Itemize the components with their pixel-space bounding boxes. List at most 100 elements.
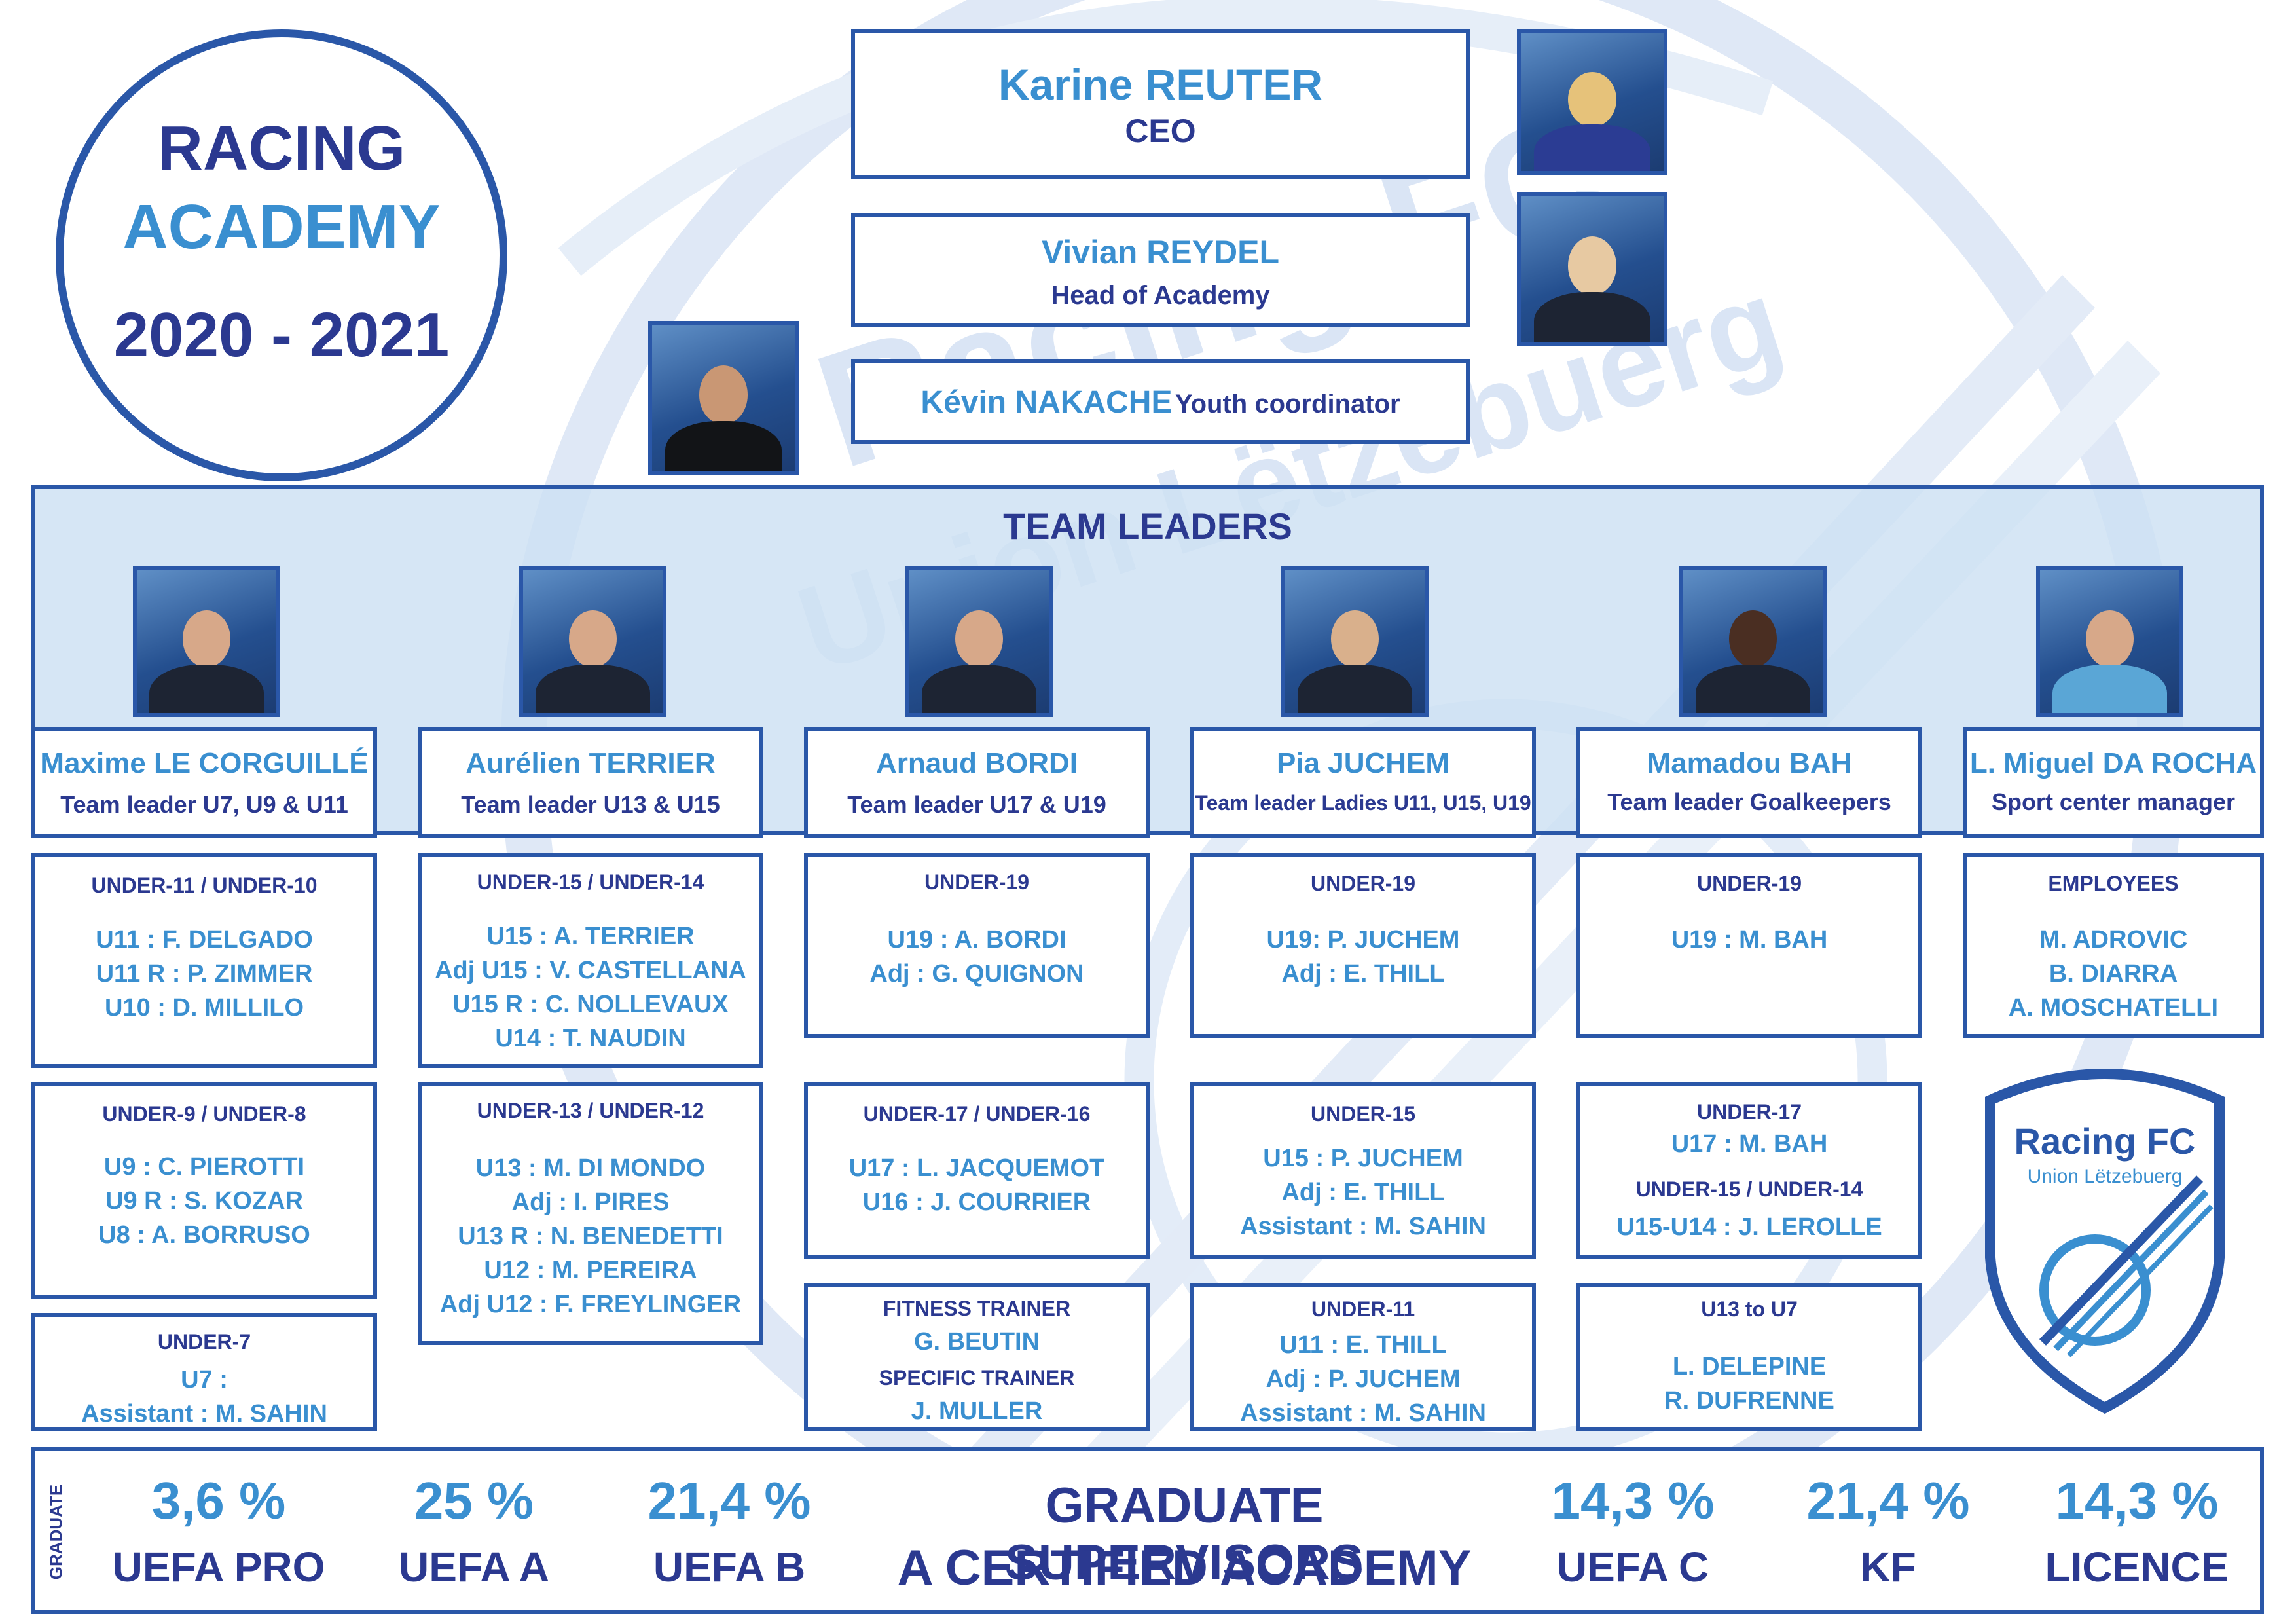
team-lines: L. DELEPINE R. DUFRENNE <box>1580 1350 1918 1418</box>
team-box-u13-u7-gk: U13 to U7 L. DELEPINE R. DUFRENNE <box>1576 1283 1922 1431</box>
team-lines: U13 : M. DI MONDO Adj : I. PIRES U13 R :… <box>422 1151 759 1321</box>
leader-photo-4 <box>1281 566 1429 717</box>
u15-u14-line: U15-U14 : J. LEROLLE <box>1616 1213 1882 1241</box>
head-of-academy-box: Vivian REYDEL Head of Academy <box>851 213 1470 327</box>
team-box-u19-bordi: UNDER-19 U19 : A. BORDI Adj : G. QUIGNON <box>804 853 1150 1038</box>
team-line: U7 : <box>181 1366 228 1393</box>
leader-box-4: Pia JUCHEM Team leader Ladies U11, U15, … <box>1190 727 1536 838</box>
team-lines: U19 : M. BAH <box>1580 923 1918 957</box>
team-box-u19-juchem: UNDER-19 U19: P. JUCHEM Adj : E. THILL <box>1190 853 1536 1038</box>
leader-box-3: Arnaud BORDI Team leader U17 & U19 <box>804 727 1150 838</box>
stat-pct: 14,3 % <box>1551 1471 1715 1530</box>
team-lines: U15 : P. JUCHEM Adj : E. THILL Assistant… <box>1194 1141 1532 1244</box>
logo-union: Union Lëtzebuerg <box>2027 1166 2183 1187</box>
leader-box-1: Maxime LE CORGUILLÉ Team leader U7, U9 &… <box>31 727 377 838</box>
team-line: U14 : T. NAUDIN <box>495 1025 686 1052</box>
coordinator-role: Youth coordinator <box>1175 390 1400 418</box>
team-title: UNDER-9 / UNDER-8 <box>102 1102 306 1126</box>
team-title: UNDER-19 <box>924 870 1030 894</box>
team-title: EMPLOYEES <box>2048 872 2179 895</box>
u17-title: UNDER-17 <box>1696 1100 1802 1124</box>
leader-photo-5 <box>1679 566 1827 717</box>
specific-trainer-name: J. MULLER <box>911 1397 1043 1425</box>
team-line: U19 : M. BAH <box>1671 926 1828 953</box>
team-line: Adj : P. JUCHEM <box>1266 1365 1461 1393</box>
team-title: UNDER-17 / UNDER-16 <box>863 1102 1091 1126</box>
u17-line: U17 : M. BAH <box>1671 1130 1828 1158</box>
ceo-photo <box>1517 29 1667 175</box>
team-line: U15 R : C. NOLLEVAUX <box>452 991 729 1018</box>
leader-name: Mamadou BAH <box>1647 747 1852 779</box>
team-box-u7: UNDER-7 U7 : Assistant : M. SAHIN <box>31 1313 377 1431</box>
team-line: U15 : A. TERRIER <box>486 923 695 950</box>
specific-trainer-title: SPECIFIC TRAINER <box>879 1366 1075 1390</box>
fitness-trainer-name: G. BEUTIN <box>913 1328 1040 1356</box>
team-lines: U19: P. JUCHEM Adj : E. THILL <box>1194 923 1532 991</box>
head-name: Vivian REYDEL <box>1041 234 1280 270</box>
team-box-u13-u12: UNDER-13 / UNDER-12 U13 : M. DI MONDO Ad… <box>418 1082 763 1345</box>
team-line: U19 : A. BORDI <box>887 926 1066 953</box>
stat-pct: 14,3 % <box>2055 1471 2219 1530</box>
leader-name: Arnaud BORDI <box>876 747 1078 779</box>
team-box-u15-u14: UNDER-15 / UNDER-14 U15 : A. TERRIER Adj… <box>418 853 763 1068</box>
head-photo <box>1517 192 1667 346</box>
team-line: Assistant : M. SAHIN <box>1240 1213 1486 1240</box>
team-title: UNDER-11 <box>1311 1297 1415 1321</box>
team-box-trainers: FITNESS TRAINER G. BEUTIN SPECIFIC TRAIN… <box>804 1283 1150 1431</box>
team-line: U13 : M. DI MONDO <box>475 1154 706 1182</box>
stat-pct: 3,6 % <box>151 1471 286 1530</box>
stat-label: KF <box>1860 1543 1916 1591</box>
team-lines: U11 : E. THILL Adj : P. JUCHEM Assistant… <box>1194 1328 1532 1430</box>
title-academy: ACADEMY <box>122 192 441 262</box>
team-title: UNDER-19 <box>1696 872 1802 895</box>
team-line: U10 : D. MILLILO <box>105 994 304 1022</box>
team-line: U17 : L. JACQUEMOT <box>848 1154 1105 1182</box>
team-lines: U19 : A. BORDI Adj : G. QUIGNON <box>808 923 1146 991</box>
stat-pct: 21,4 % <box>647 1471 811 1530</box>
stat-label: UEFA PRO <box>112 1543 325 1591</box>
team-line: Adj : G. QUIGNON <box>869 960 1084 987</box>
team-title: UNDER-19 <box>1310 872 1416 895</box>
leader-photo-3 <box>905 566 1053 717</box>
team-lines: U15 : A. TERRIER Adj U15 : V. CASTELLANA… <box>422 919 759 1056</box>
title-season: 2020 - 2021 <box>113 300 450 370</box>
coordinator-line: Kévin NAKACHE Youth coordinator <box>855 384 1466 420</box>
leader-box-5: Mamadou BAH Team leader Goalkeepers <box>1576 727 1922 838</box>
team-line: U19: P. JUCHEM <box>1266 926 1460 953</box>
leader-role: Team leader Ladies U11, U15, U19 <box>1195 791 1531 815</box>
youth-coordinator-box: Kévin NAKACHE Youth coordinator <box>851 359 1470 444</box>
graduate-vertical-label: GRADUATE <box>46 1484 66 1580</box>
team-line: A. MOSCHATELLI <box>2008 994 2219 1022</box>
team-line: Adj U12 : F. FREYLINGER <box>439 1291 742 1318</box>
coordinator-photo <box>648 321 799 475</box>
leader-photo-6 <box>2036 566 2183 717</box>
team-line: U11 : F. DELGADO <box>96 926 313 953</box>
coordinator-name: Kévin NAKACHE <box>920 385 1173 420</box>
team-line: M. ADROVIC <box>2039 926 2188 953</box>
leader-box-6: L. Miguel DA ROCHA Sport center manager <box>1963 727 2264 838</box>
ceo-role: CEO <box>1125 113 1196 149</box>
team-line: Assistant : M. SAHIN <box>1240 1399 1486 1427</box>
graduate-supervisors: GRADUATE SUPERVISORS <box>1005 1478 1364 1591</box>
stat-label: LICENCE <box>2045 1543 2229 1591</box>
stat-label: UEFA A <box>399 1543 549 1591</box>
team-line: L. DELEPINE <box>1672 1353 1827 1380</box>
team-leaders-title: TEAM LEADERS <box>1003 506 1292 547</box>
team-title: UNDER-15 / UNDER-14 <box>477 870 704 894</box>
team-box-u19-bah: UNDER-19 U19 : M. BAH <box>1576 853 1922 1038</box>
title-circle: RACING ACADEMY 2020 - 2021 <box>56 29 507 481</box>
team-box-u9-u8: UNDER-9 / UNDER-8 U9 : C. PIEROTTI U9 R … <box>31 1082 377 1299</box>
team-title: UNDER-7 <box>157 1330 251 1354</box>
team-lines: U11 : F. DELGADO U11 R : P. ZIMMER U10 :… <box>35 923 373 1025</box>
leader-role: Team leader Goalkeepers <box>1607 788 1891 815</box>
leader-name: Maxime LE CORGUILLÉ <box>40 747 369 779</box>
team-line: U9 : C. PIEROTTI <box>103 1153 305 1181</box>
team-box-u11-ladies: UNDER-11 U11 : E. THILL Adj : P. JUCHEM … <box>1190 1283 1536 1431</box>
stat-label: UEFA C <box>1556 1543 1709 1591</box>
head-role: Head of Academy <box>1051 281 1270 310</box>
leader-name: Aurélien TERRIER <box>465 747 716 779</box>
team-lines: U7 : Assistant : M. SAHIN <box>35 1363 373 1431</box>
logo-racing-fc: Racing FC <box>2014 1120 2196 1162</box>
team-line: Adj : I. PIRES <box>511 1189 670 1216</box>
team-box-u11-u10: UNDER-11 / UNDER-10 U11 : F. DELGADO U11… <box>31 853 377 1068</box>
